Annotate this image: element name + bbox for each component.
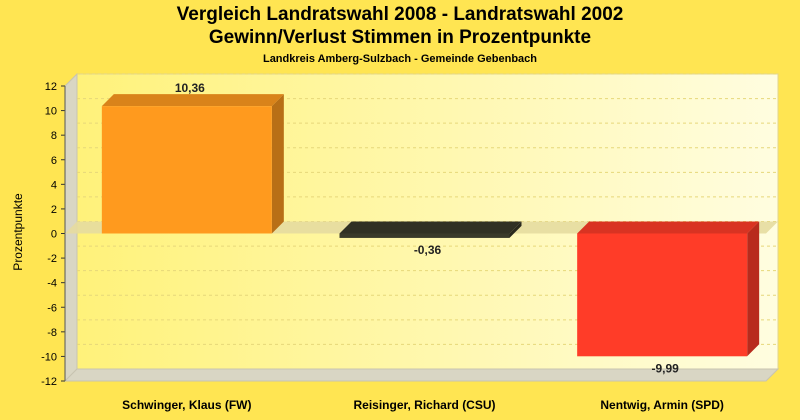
y-tick-label: -4 bbox=[47, 278, 57, 290]
y-tick-label: 10 bbox=[45, 106, 57, 118]
bar-top bbox=[577, 221, 760, 234]
y-tick-label: -10 bbox=[41, 351, 57, 363]
y-tick-label: 4 bbox=[51, 179, 57, 191]
bar bbox=[339, 233, 510, 238]
x-tick-label: Schwinger, Klaus (FW) bbox=[122, 398, 251, 412]
bar bbox=[101, 106, 272, 234]
bar-side bbox=[747, 221, 760, 357]
bar-group bbox=[101, 94, 284, 234]
y-tick-label: 8 bbox=[51, 130, 57, 142]
x-tick-label: Nentwig, Armin (SPD) bbox=[600, 398, 724, 412]
data-label: 10,36 bbox=[175, 81, 205, 95]
y-tick-label: 0 bbox=[51, 229, 57, 241]
bar-side bbox=[271, 94, 284, 234]
bar-side bbox=[509, 221, 522, 238]
y-tick-label: 2 bbox=[51, 204, 57, 216]
chart-title-line2: Gewinn/Verlust Stimmen in Prozentpunkte bbox=[208, 27, 592, 48]
chart-subtitle: Landkreis Amberg-Sulzbach - Gemeinde Geb… bbox=[262, 53, 538, 65]
bar-top bbox=[101, 94, 284, 107]
bars bbox=[101, 94, 760, 357]
data-label: -0,36 bbox=[414, 243, 442, 257]
y-tick-label: 6 bbox=[51, 155, 57, 167]
bar-group bbox=[339, 221, 522, 238]
plot-floor bbox=[63, 368, 780, 382]
data-label: -9,99 bbox=[651, 361, 679, 375]
chart-title: Vergleich Landratswahl 2008 - Landratswa… bbox=[176, 4, 624, 25]
bar-group bbox=[577, 221, 760, 357]
y-tick-label: -12 bbox=[41, 376, 57, 388]
y-tick-label: -2 bbox=[47, 253, 57, 265]
y-tick-label: -8 bbox=[47, 327, 57, 339]
x-tick-label: Reisinger, Richard (CSU) bbox=[353, 398, 495, 412]
y-axis-label: Prozentpunkte bbox=[11, 193, 25, 271]
labels: 10,36 Schwinger, Klaus (FW) -0,36 Reisinger… bbox=[122, 81, 724, 412]
y-tick-label: 12 bbox=[45, 81, 57, 93]
bar bbox=[577, 233, 748, 357]
bar-top bbox=[339, 221, 522, 234]
y-tick-label: -6 bbox=[47, 302, 57, 314]
